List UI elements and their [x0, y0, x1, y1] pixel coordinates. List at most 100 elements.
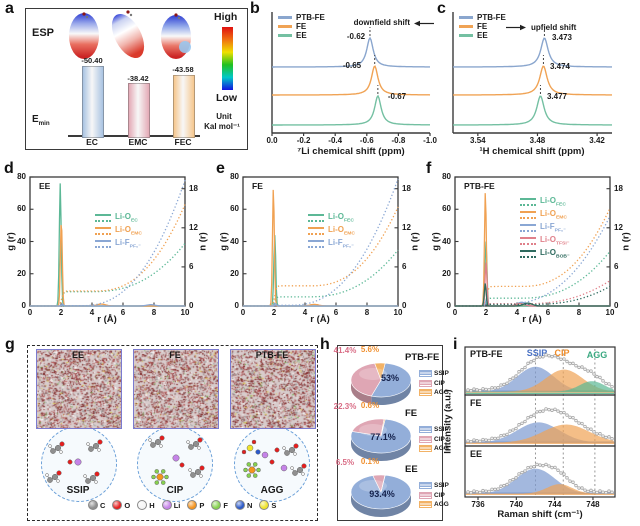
nmr-curve-FE — [272, 65, 431, 96]
raman-data-point — [559, 411, 563, 415]
raman-data-point — [487, 489, 491, 494]
legend-item-FE: FE — [459, 22, 487, 31]
atom-dot — [187, 500, 198, 510]
atom-O — [179, 462, 185, 468]
legend-label: AGG — [434, 389, 449, 396]
rdf-legend-item-EMC: Li-OEMC — [308, 225, 355, 237]
raman-data-point — [589, 369, 593, 373]
raman-label-fe: FE — [470, 398, 482, 408]
n-of-r-BOB⁻ — [455, 285, 611, 307]
tick-label-b: 0.0 — [266, 136, 278, 145]
raman-data-point — [529, 414, 533, 419]
raman-data-point — [553, 354, 557, 358]
rdf-ytick-right: 18 — [614, 183, 623, 193]
raman-data-point — [550, 465, 554, 470]
atom-F — [243, 467, 248, 473]
legend-label: Li-OTFSI⁻ — [540, 235, 570, 247]
atom-C — [296, 466, 304, 474]
atom-Li — [261, 451, 269, 459]
legend-label: Li-OEMC — [115, 225, 143, 237]
panel-letter-e: e — [216, 160, 225, 177]
unit-label-line2: Kal mol⁻¹ — [204, 122, 240, 131]
raman-data-point — [508, 429, 512, 433]
n-of-r-PF₆⁻ — [30, 179, 186, 307]
legend-item-EE: EE — [278, 31, 307, 40]
legend-line-pair — [95, 213, 111, 222]
raman-data-point — [553, 465, 557, 470]
raman-data-point — [610, 437, 614, 441]
raman-data-point — [553, 407, 557, 412]
pie-label-cip-FE: 22.3% — [333, 402, 357, 411]
atom-H — [199, 474, 203, 478]
atom-Li — [172, 454, 180, 462]
rdf-xtick: 0 — [27, 308, 33, 317]
rdf-ytick-left: 40 — [17, 236, 26, 246]
md-label-ee: EE — [71, 350, 85, 360]
raman-data-point — [541, 355, 545, 359]
raman-data-point — [547, 464, 551, 468]
raman-data-point — [502, 483, 506, 488]
raman-ssip-label: SSIP — [526, 348, 548, 358]
legend-label: Li-FPF₆⁻ — [540, 222, 566, 234]
atom-F — [151, 474, 156, 480]
emin-bar-EMC — [128, 82, 150, 138]
pie-legend-item-CIP: CIP — [419, 379, 445, 387]
legend-label: AGG — [434, 501, 449, 508]
panel-letter-h: h — [320, 336, 330, 353]
atom-N — [255, 449, 261, 455]
ylabel-gr-e: g (r) — [218, 232, 230, 251]
legend-line-pair — [520, 197, 536, 206]
pie-legend-item-AGG: AGG — [419, 501, 449, 508]
rdf-legend-item-EC: Li-OEC — [95, 212, 138, 224]
md-label-ptbfe: PTB-FE — [255, 350, 289, 360]
rdf-xtick: 10 — [605, 308, 615, 317]
raman-data-point — [595, 374, 599, 379]
rdf-legend-item-EMC: Li-OEMC — [95, 225, 142, 237]
raman-data-point — [517, 472, 521, 476]
raman-data-point — [499, 433, 503, 438]
raman-data-point — [580, 365, 584, 369]
legend-label: Li-OFEC — [540, 196, 566, 208]
legend-label: Li-OEMC — [328, 225, 356, 237]
xlabel-r-e: r (Å) — [310, 314, 330, 325]
rdf-xtick: 8 — [576, 308, 582, 317]
atom-symbol: Li — [173, 500, 181, 510]
atom-C — [92, 442, 100, 450]
g-of-r-PF₆⁻ — [243, 302, 398, 307]
panel-letter-a: a — [5, 0, 14, 17]
legend-label: PTB-FE — [477, 13, 506, 22]
emin-label: Emin — [32, 114, 50, 127]
raman-data-point — [583, 424, 587, 429]
peak-label-b-fe: -0.65 — [342, 61, 362, 70]
raman-data-point — [592, 430, 596, 434]
g-of-r-TFSI⁻ — [455, 262, 610, 307]
atom-O — [293, 443, 299, 449]
atom-legend: C O H Li P F N S — [88, 500, 276, 510]
raman-data-point — [580, 486, 584, 490]
bar-value-fec: -43.58 — [172, 65, 194, 74]
raman-data-point — [544, 353, 548, 357]
peak-label-b-ee: -0.67 — [387, 92, 407, 101]
legend-swatch — [419, 379, 432, 387]
rdf-legend-item-FEC: Li-OFEC — [308, 212, 354, 224]
nmr-curve-EE — [272, 94, 430, 126]
rdf-legend-item-TFSI⁻: Li-OTFSI⁻ — [520, 235, 569, 247]
rdf-xtick: 6 — [120, 308, 126, 317]
legend-swatch — [419, 389, 432, 396]
colorbar-low-label: Low — [216, 92, 237, 104]
rdf-ytick-right: 6 — [402, 261, 407, 271]
panel-letter-i: i — [453, 336, 458, 353]
rdf-xtick: 2 — [483, 308, 489, 317]
rdf-xtick: 4 — [514, 308, 520, 317]
legend-line — [278, 25, 292, 28]
rdf-ytick-right: 12 — [614, 222, 623, 232]
legend-line-pair — [520, 223, 536, 232]
raman-data-point — [469, 389, 473, 393]
raman-data-point — [538, 463, 542, 467]
rdf-ytick-right: 0 — [614, 301, 619, 310]
rdf-xtick: 0 — [240, 308, 246, 317]
rdf-ytick-right: 6 — [189, 261, 194, 271]
raman-data-point — [535, 410, 539, 414]
raman-data-point — [526, 465, 530, 470]
peak-label-b-ptbfe: -0.62 — [346, 32, 366, 41]
